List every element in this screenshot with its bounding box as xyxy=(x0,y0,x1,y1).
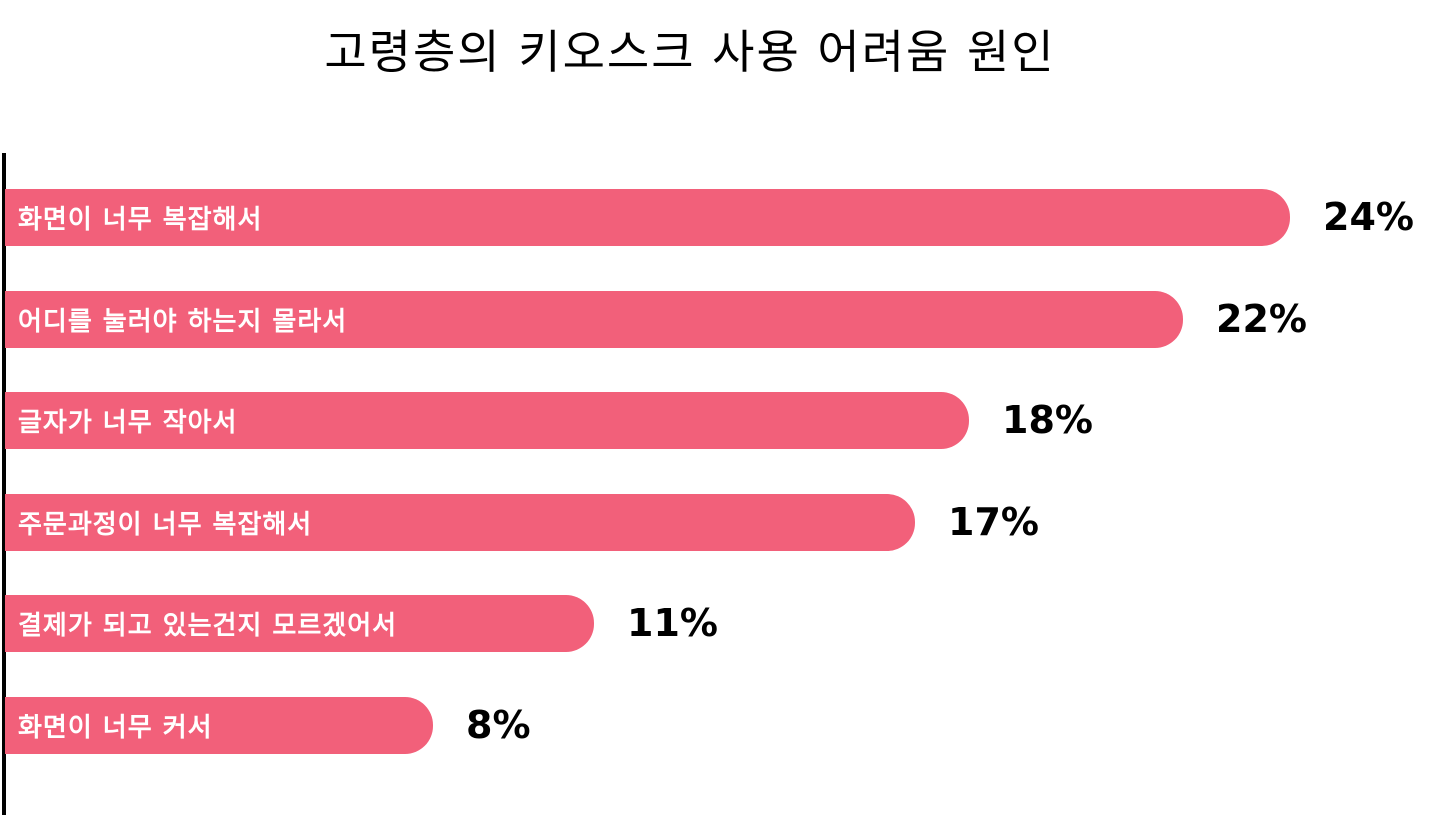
value-label-5: 11% xyxy=(627,601,718,645)
bar-6: 화면이 너무 커서 xyxy=(5,697,433,754)
bar-label-2: 어디를 눌러야 하는지 몰라서 xyxy=(18,307,348,337)
bar-label-3: 글자가 너무 작아서 xyxy=(18,408,238,438)
bar-label-5: 결제가 되고 있는건지 모르겠어서 xyxy=(18,611,398,641)
value-label-4: 17% xyxy=(948,500,1039,544)
value-label-3: 18% xyxy=(1002,398,1093,442)
chart-title: 고령층의 키오스크 사용 어려움 원인 xyxy=(324,25,1056,79)
bar-label-4: 주문과정이 너무 복잡해서 xyxy=(18,510,313,540)
bar-4: 주문과정이 너무 복잡해서 xyxy=(5,494,915,551)
y-axis-line xyxy=(2,153,6,815)
value-label-6: 8% xyxy=(466,703,531,747)
value-label-1: 24% xyxy=(1323,195,1414,239)
bar-label-1: 화면이 너무 복잡해서 xyxy=(18,205,263,235)
bar-label-6: 화면이 너무 커서 xyxy=(18,713,213,743)
bar-2: 어디를 눌러야 하는지 몰라서 xyxy=(5,291,1183,348)
value-label-2: 22% xyxy=(1216,297,1307,341)
bar-1: 화면이 너무 복잡해서 xyxy=(5,189,1290,246)
bar-5: 결제가 되고 있는건지 모르겠어서 xyxy=(5,595,594,652)
bar-3: 글자가 너무 작아서 xyxy=(5,392,969,449)
